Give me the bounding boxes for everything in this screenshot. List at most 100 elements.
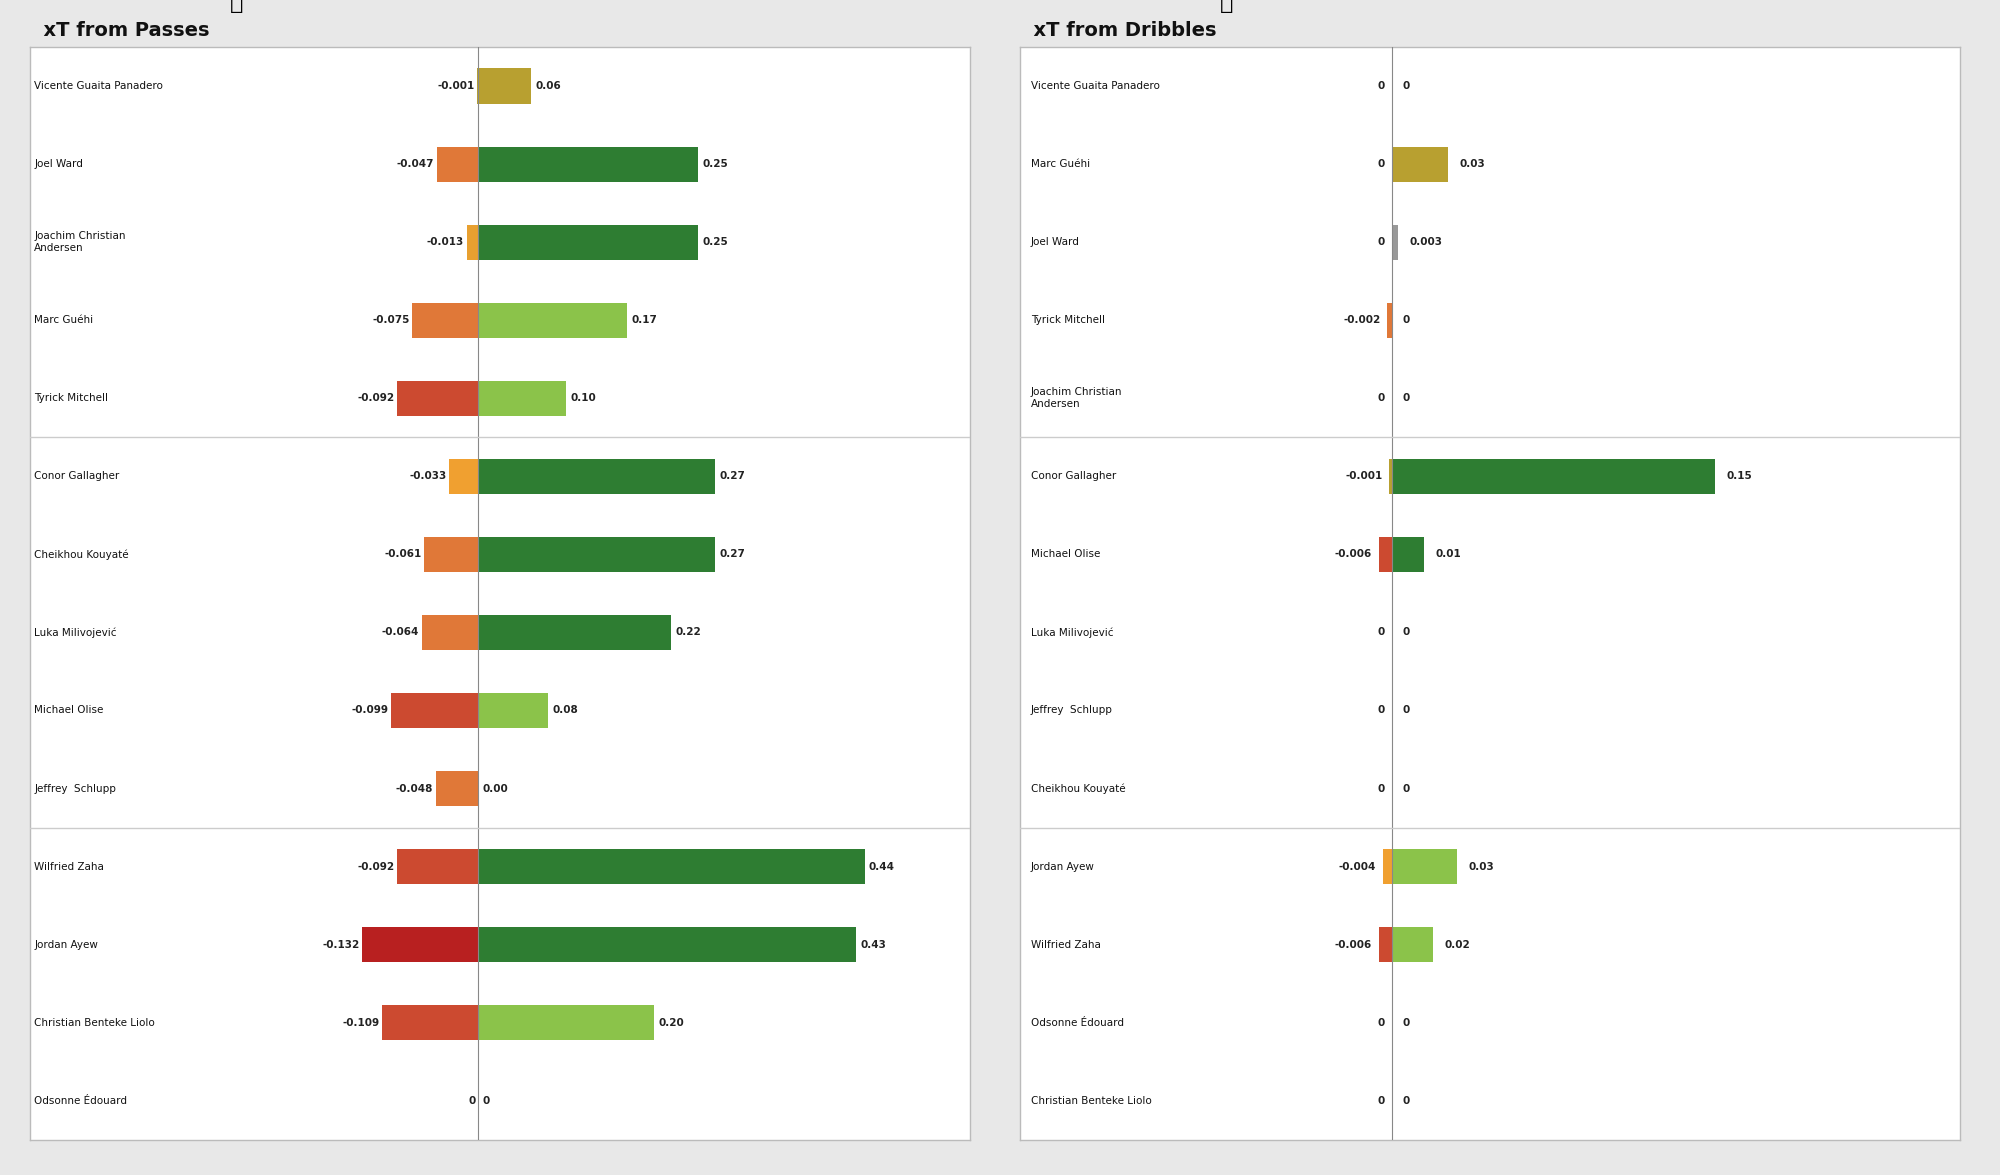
Text: -0.075: -0.075	[372, 315, 410, 325]
Text: 0: 0	[468, 1096, 476, 1106]
Bar	[30, 827, 970, 1140]
Bar	[392, 693, 478, 728]
Text: Jordan Ayew: Jordan Ayew	[1030, 861, 1094, 872]
Bar	[362, 927, 478, 962]
Text: -0.109: -0.109	[342, 1018, 380, 1028]
Text: 0: 0	[1402, 705, 1410, 716]
Text: Tyrick Mitchell: Tyrick Mitchell	[34, 394, 108, 403]
Bar	[478, 850, 864, 884]
Bar	[398, 850, 478, 884]
Text: -0.092: -0.092	[358, 861, 394, 872]
Text: -0.132: -0.132	[322, 940, 360, 949]
Text: Joachim Christian
Andersen: Joachim Christian Andersen	[34, 231, 126, 253]
Text: 0.27: 0.27	[720, 471, 746, 482]
Text: -0.001: -0.001	[438, 81, 474, 90]
Bar	[1392, 537, 1424, 572]
Text: 0.17: 0.17	[632, 315, 658, 325]
Text: 0.01: 0.01	[1436, 550, 1462, 559]
Text: Michael Olise: Michael Olise	[34, 705, 104, 716]
Bar	[478, 68, 530, 103]
Text: 0.25: 0.25	[702, 159, 728, 169]
Bar	[1392, 458, 1716, 493]
Text: -0.047: -0.047	[396, 159, 434, 169]
Bar	[478, 615, 672, 650]
Text: 0: 0	[1402, 315, 1410, 325]
Bar	[1392, 850, 1458, 884]
Bar	[1378, 927, 1392, 962]
Bar	[412, 303, 478, 337]
Text: 0.27: 0.27	[720, 550, 746, 559]
Text: -0.033: -0.033	[410, 471, 446, 482]
Bar	[450, 458, 478, 493]
Text: 🦅: 🦅	[230, 0, 244, 13]
Bar	[478, 224, 698, 260]
Text: 0: 0	[1378, 705, 1386, 716]
Text: 0: 0	[1378, 394, 1386, 403]
Text: 🦅: 🦅	[1220, 0, 1234, 13]
Bar	[1390, 458, 1392, 493]
Text: Conor Gallagher: Conor Gallagher	[1030, 471, 1116, 482]
Bar	[478, 303, 628, 337]
Text: 0.43: 0.43	[860, 940, 886, 949]
Text: Cheikhou Kouyaté: Cheikhou Kouyaté	[1030, 784, 1126, 794]
Bar	[398, 381, 478, 416]
Text: 0.20: 0.20	[658, 1018, 684, 1028]
Text: Wilfried Zaha: Wilfried Zaha	[1030, 940, 1100, 949]
Text: Joachim Christian
Andersen: Joachim Christian Andersen	[1030, 388, 1122, 409]
Text: 0: 0	[1378, 1018, 1386, 1028]
Text: -0.002: -0.002	[1344, 315, 1380, 325]
Text: -0.099: -0.099	[352, 705, 388, 716]
Bar	[466, 224, 478, 260]
Bar	[1392, 224, 1398, 260]
Text: Joel Ward: Joel Ward	[34, 159, 84, 169]
Text: Jeffrey  Schlupp: Jeffrey Schlupp	[1030, 705, 1112, 716]
Bar	[382, 1005, 478, 1040]
Text: Joel Ward: Joel Ward	[1030, 237, 1080, 247]
Text: -0.048: -0.048	[396, 784, 434, 793]
Text: -0.004: -0.004	[1338, 861, 1376, 872]
Text: Vicente Guaita Panadero: Vicente Guaita Panadero	[34, 81, 164, 90]
Bar	[1378, 537, 1392, 572]
Text: 0: 0	[1402, 1018, 1410, 1028]
Bar	[1388, 303, 1392, 337]
Text: 0.03: 0.03	[1468, 861, 1494, 872]
Bar	[478, 927, 856, 962]
Text: Jordan Ayew: Jordan Ayew	[34, 940, 98, 949]
Bar	[1020, 47, 1960, 437]
Text: 0.06: 0.06	[536, 81, 560, 90]
Text: 0: 0	[1402, 1096, 1410, 1106]
Text: 0.08: 0.08	[552, 705, 578, 716]
Bar	[424, 537, 478, 572]
Text: 0: 0	[1402, 627, 1410, 637]
Text: xT from Passes: xT from Passes	[30, 21, 210, 40]
Bar	[422, 615, 478, 650]
Text: 0: 0	[1378, 81, 1386, 90]
Bar	[1020, 827, 1960, 1140]
Bar	[478, 1005, 654, 1040]
Bar	[436, 771, 478, 806]
Bar	[1392, 927, 1434, 962]
Bar	[1382, 850, 1392, 884]
Bar	[478, 458, 716, 493]
Text: 0: 0	[1378, 627, 1386, 637]
Text: 0: 0	[1378, 237, 1386, 247]
Text: Conor Gallagher: Conor Gallagher	[34, 471, 120, 482]
Text: 0: 0	[1378, 159, 1386, 169]
Text: -0.013: -0.013	[426, 237, 464, 247]
Text: 0: 0	[482, 1096, 490, 1106]
Text: 0: 0	[1378, 784, 1386, 793]
Text: Christian Benteke Liolo: Christian Benteke Liolo	[34, 1018, 156, 1028]
Text: 0.15: 0.15	[1726, 471, 1752, 482]
Text: 0.25: 0.25	[702, 237, 728, 247]
Bar	[478, 147, 698, 182]
Bar	[1392, 147, 1448, 182]
Text: Wilfried Zaha: Wilfried Zaha	[34, 861, 104, 872]
Text: 0: 0	[1402, 394, 1410, 403]
Text: 0.03: 0.03	[1460, 159, 1486, 169]
Text: 0.22: 0.22	[676, 627, 702, 637]
Text: -0.092: -0.092	[358, 394, 394, 403]
Text: Michael Olise: Michael Olise	[1030, 550, 1100, 559]
Bar	[478, 381, 566, 416]
Text: -0.001: -0.001	[1346, 471, 1382, 482]
Bar	[478, 693, 548, 728]
